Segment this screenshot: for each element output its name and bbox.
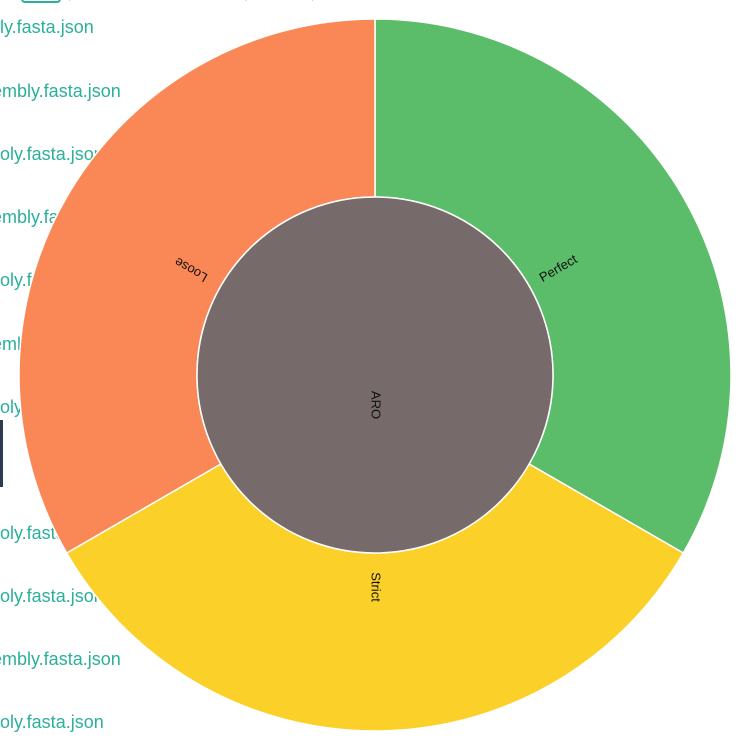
file-link[interactable]: ly.fasta.json [0,17,94,37]
dark-box [0,420,3,487]
file-link[interactable]: embly.fasta.json [0,81,121,101]
note: (Click on the camera icon to capture who… [66,0,316,1]
file-link[interactable]: oly.fasta.json [0,144,104,164]
file-link[interactable]: oly.fasta.json [0,712,104,732]
file-link[interactable]: embly.fasta.json [0,649,121,669]
camera-button[interactable] [21,0,61,3]
segment-label: Strict [369,572,384,602]
root[interactable] [196,196,554,554]
root-label: ARO [369,391,384,419]
file-link[interactable]: oly.fasta.json [0,586,104,606]
